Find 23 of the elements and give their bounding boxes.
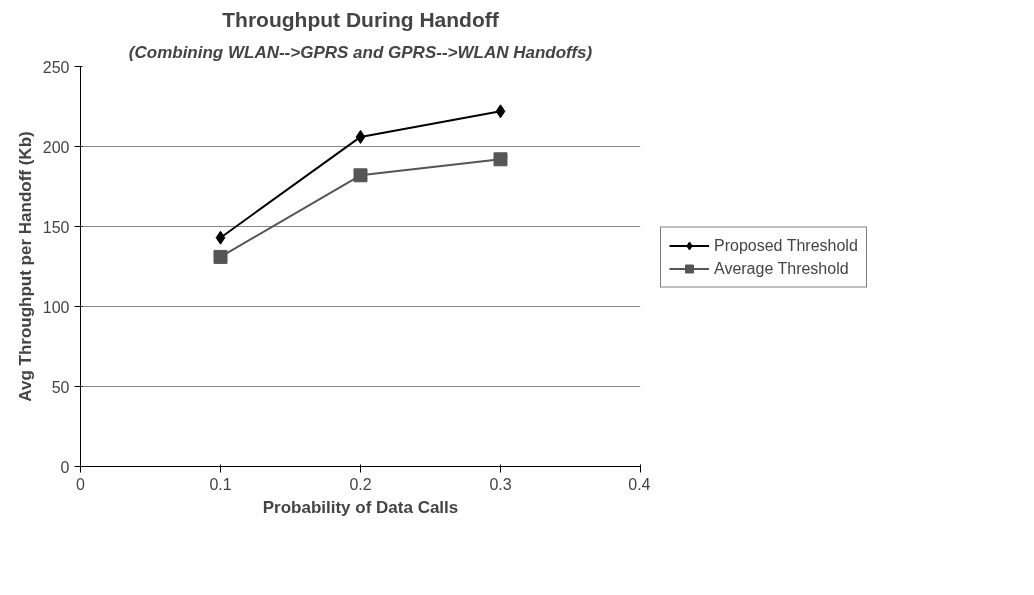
- chart-subtitle: (Combining WLAN-->GPRS and GPRS-->WLAN Handoffs): [128, 42, 593, 62]
- x-tick-label: 0: [76, 475, 86, 493]
- y-axis-title: Avg Throughput per Handoff (Kb): [15, 131, 35, 402]
- y-tick-label: 50: [51, 378, 70, 396]
- legend-label: Average Threshold: [714, 259, 849, 277]
- point: [493, 152, 508, 167]
- point: [213, 249, 228, 264]
- y-tick-label: 200: [42, 138, 70, 156]
- x-tick-label: 0.1: [209, 475, 232, 493]
- x-axis-title: Probability of Data Calls: [262, 497, 459, 517]
- x-tick-label: 0.4: [628, 475, 651, 493]
- x-tick-label: 0.3: [489, 475, 512, 493]
- point: [495, 104, 506, 119]
- point: [353, 168, 368, 183]
- chart-title: Throughput During Handoff: [222, 7, 500, 31]
- point: [215, 230, 226, 245]
- y-tick-label: 150: [42, 218, 70, 236]
- point: [355, 129, 366, 144]
- y-tick-label: 100: [42, 298, 70, 316]
- y-tick-label: 0: [60, 458, 70, 476]
- x-tick-label: 0.2: [349, 475, 372, 493]
- y-tick-label: 250: [42, 58, 70, 76]
- legend-label: Proposed Threshold: [714, 236, 858, 254]
